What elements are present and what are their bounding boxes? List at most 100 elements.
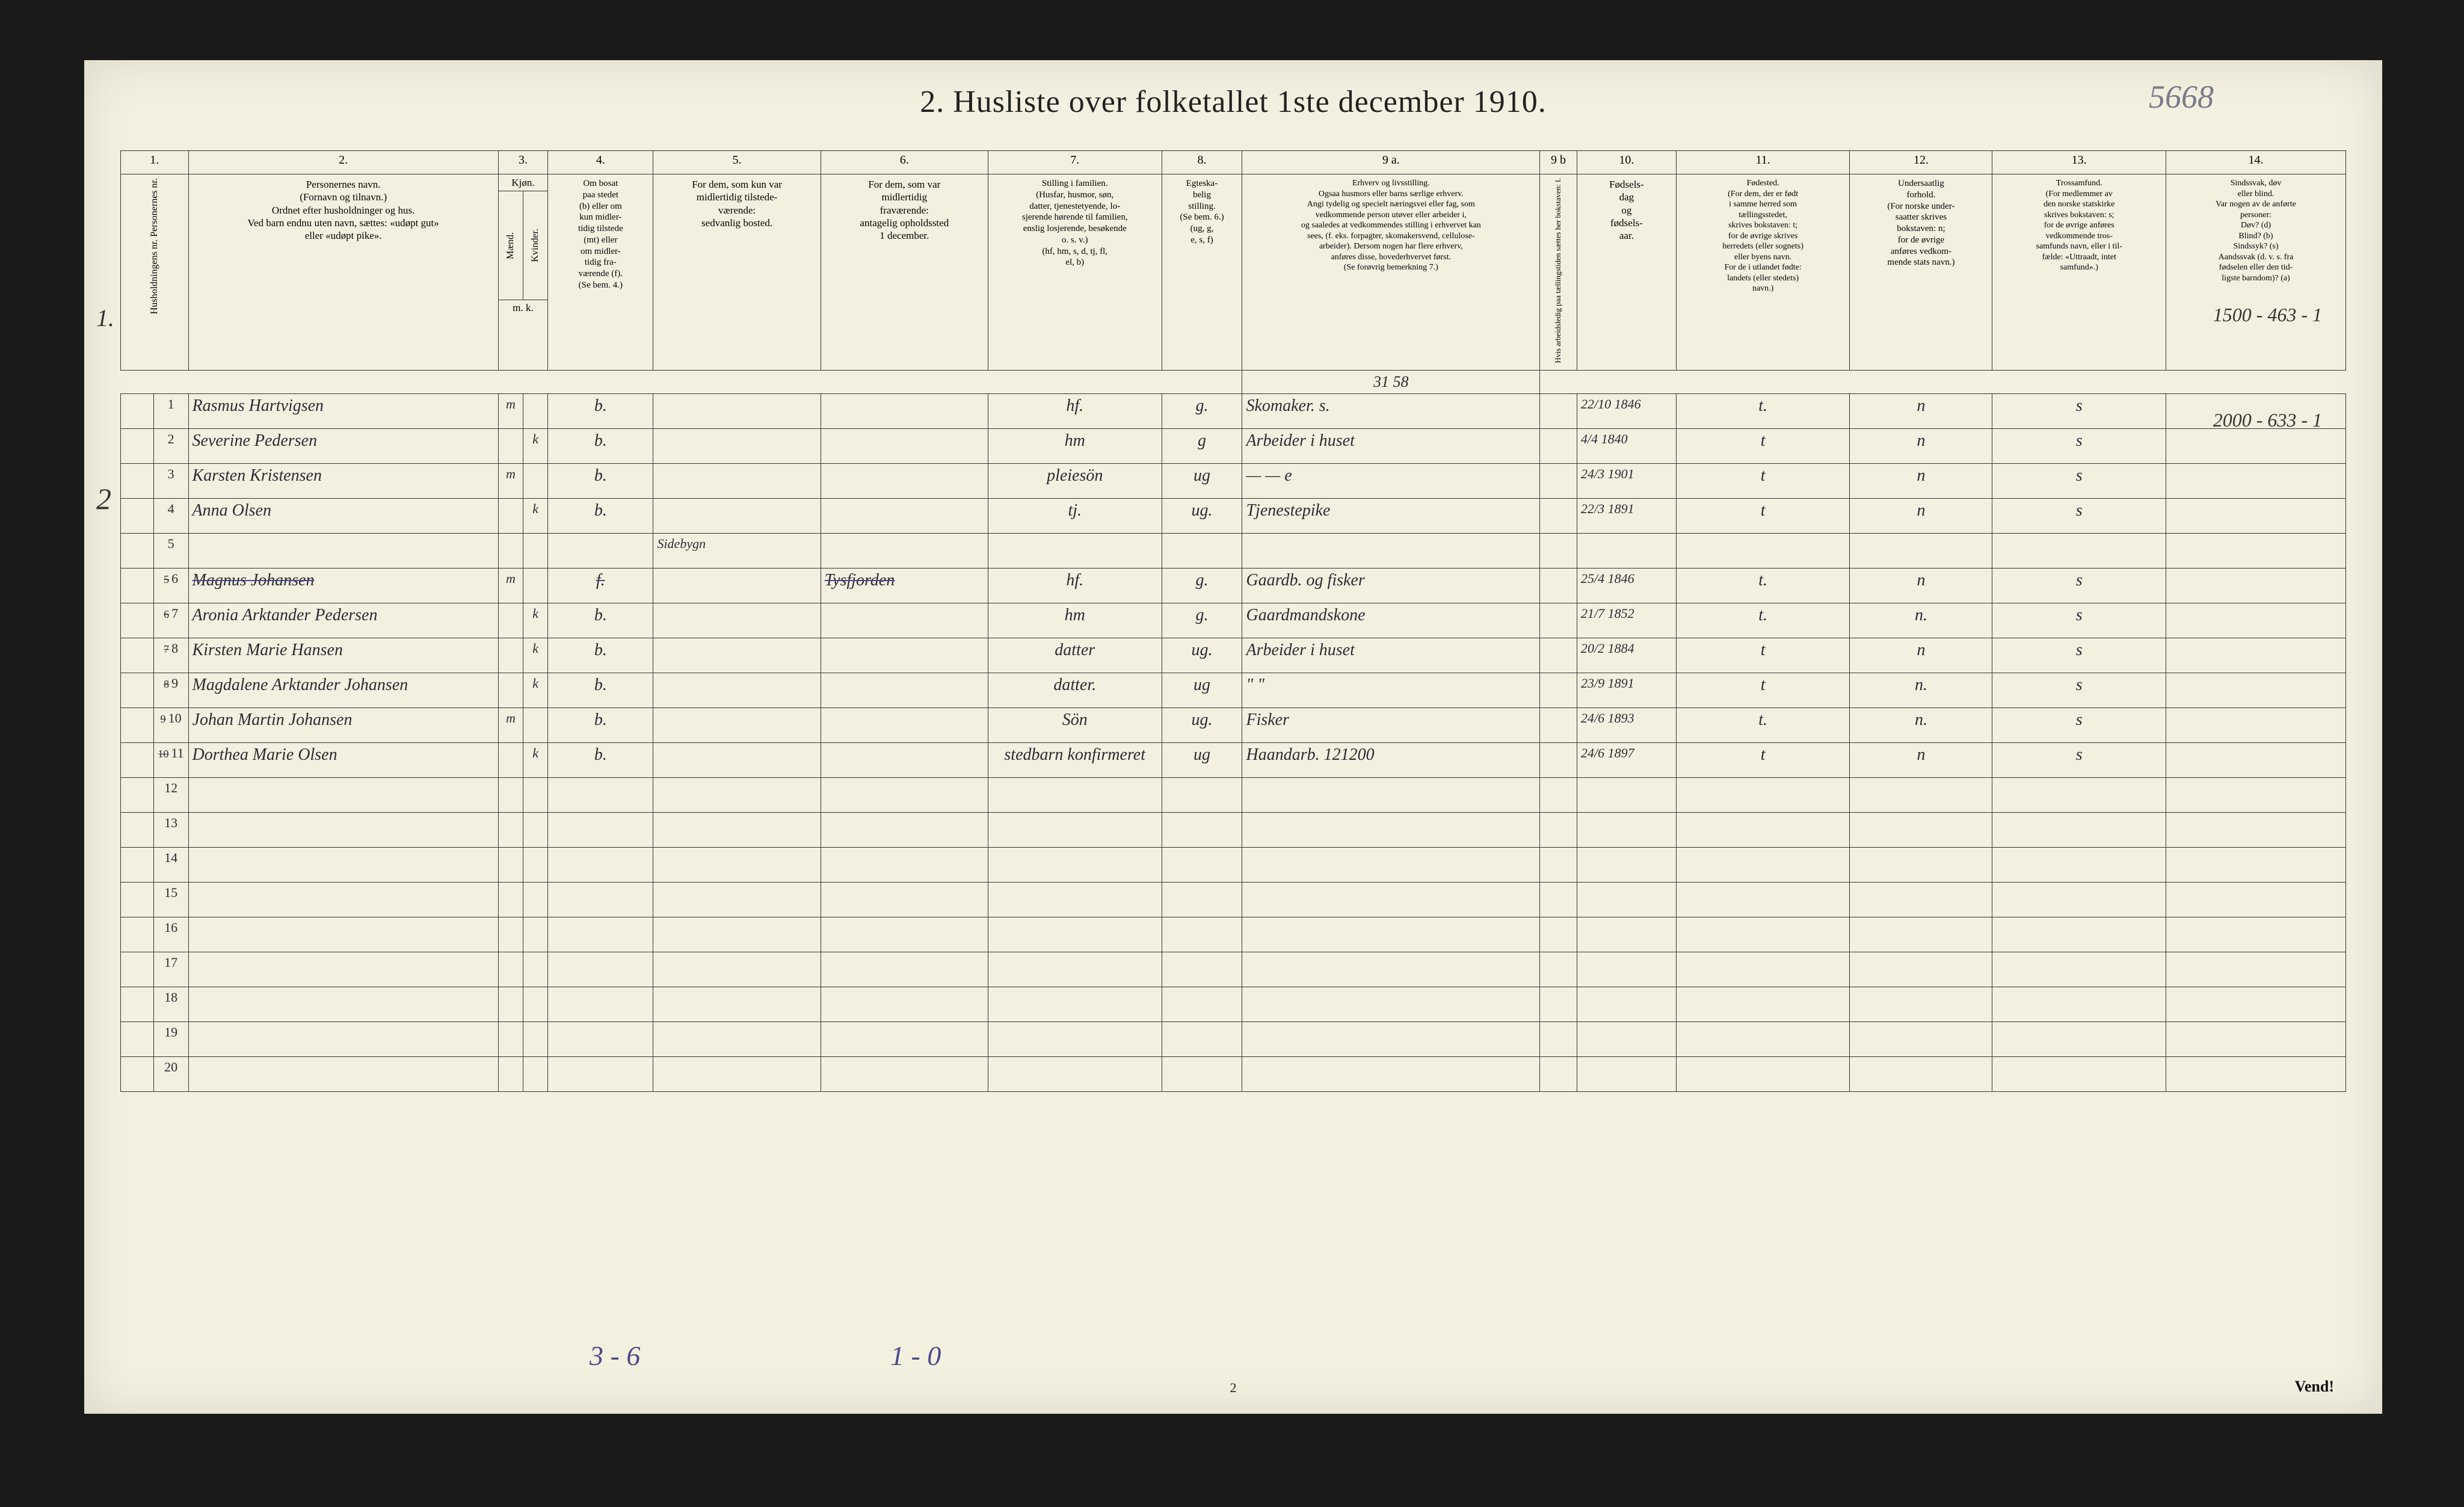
cell-sex-k: [523, 463, 548, 498]
cell-sex-m: m: [498, 707, 523, 742]
cell-sex-m: [498, 603, 523, 638]
cell-nationality: n.: [1850, 707, 1992, 742]
cell-sex-k: k: [523, 498, 548, 533]
cell-sex-m: m: [498, 393, 523, 428]
column-number-row: 1. 2. 3. 4. 5. 6. 7. 8. 9 a. 9 b 10. 11.…: [121, 151, 2346, 174]
cell-religion: s: [1992, 742, 2166, 777]
cell-c5: [653, 742, 821, 777]
vend-label: Vend!: [2294, 1378, 2334, 1396]
cell-9b: [1540, 533, 1577, 568]
cell-sex-k: [523, 393, 548, 428]
cell-disability: [2166, 673, 2346, 707]
cell-disability: [2166, 428, 2346, 463]
row-num: 1011: [153, 742, 188, 777]
cell-residence: b.: [548, 638, 653, 673]
table-row: 56Magnus Johansenmf.Tysfjordenhf.g.Gaard…: [121, 568, 2346, 603]
cell-birthdate: 24/6 1893: [1577, 707, 1676, 742]
cell-sex-k: k: [523, 638, 548, 673]
cell-birthdate: 24/6 1897: [1577, 742, 1676, 777]
cell-birthdate: 21/7 1852: [1577, 603, 1676, 638]
cell-name: Magnus Johansen: [188, 568, 498, 603]
cell-occupation: Tjenestepike: [1242, 498, 1540, 533]
household-num-1: 1.: [96, 304, 114, 332]
cell-c6: [821, 742, 988, 777]
cell-c6: [821, 707, 988, 742]
table-row-empty: 20: [121, 1056, 2346, 1091]
cell-religion: s: [1992, 393, 2166, 428]
cell-sex-k: [523, 568, 548, 603]
cell-religion: s: [1992, 603, 2166, 638]
row-num-left: [121, 393, 154, 428]
row-num: 4: [153, 498, 188, 533]
cell-9b: [1540, 673, 1577, 707]
row-num-left: [121, 463, 154, 498]
cell-marital: ug.: [1162, 498, 1242, 533]
cell-birthplace: t: [1676, 673, 1850, 707]
header-3: Kjøn. Mænd. Kvinder. m. k.: [498, 174, 547, 371]
row-num-left: [121, 707, 154, 742]
cell-occupation: Gaardb. og fisker: [1242, 568, 1540, 603]
cell-birthdate: [1577, 533, 1676, 568]
cell-residence: f.: [548, 568, 653, 603]
cell-nationality: n.: [1850, 673, 1992, 707]
table-row-empty: 13: [121, 812, 2346, 847]
cell-family-pos: hf.: [988, 568, 1162, 603]
bottom-annotation-mid: 1 - 0: [890, 1340, 941, 1372]
cell-c5: [653, 603, 821, 638]
cell-religion: s: [1992, 568, 2166, 603]
cell-9b: [1540, 428, 1577, 463]
table-row-empty: 16: [121, 917, 2346, 952]
row-num-left: [121, 498, 154, 533]
cell-c6: [821, 428, 988, 463]
cell-9b: [1540, 463, 1577, 498]
cell-nationality: n: [1850, 568, 1992, 603]
page-number: 2: [1230, 1380, 1237, 1396]
cell-9b: [1540, 393, 1577, 428]
row-num-left: [121, 568, 154, 603]
cell-residence: b.: [548, 393, 653, 428]
cell-religion: s: [1992, 707, 2166, 742]
header-4: Om bosat paa stedet (b) eller om kun mid…: [548, 174, 653, 371]
cell-marital: ug.: [1162, 707, 1242, 742]
cell-birthdate: 25/4 1846: [1577, 568, 1676, 603]
table-row-empty: 17: [121, 952, 2346, 987]
cell-disability: [2166, 533, 2346, 568]
cell-c5: [653, 707, 821, 742]
cell-sex-m: [498, 498, 523, 533]
cell-name: Magdalene Arktander Johansen: [188, 673, 498, 707]
cell-c6: [821, 638, 988, 673]
cell-birthdate: 24/3 1901: [1577, 463, 1676, 498]
cell-name: Aronia Arktander Pedersen: [188, 603, 498, 638]
col-num-14: 14.: [2166, 151, 2346, 174]
header-13: Trossamfund. (For medlemmer av den norsk…: [1992, 174, 2166, 371]
cell-c6: [821, 498, 988, 533]
cell-birthdate: 4/4 1840: [1577, 428, 1676, 463]
cell-occupation: Gaardmandskone: [1242, 603, 1540, 638]
cell-sex-m: [498, 533, 523, 568]
cell-birthplace: t.: [1676, 393, 1850, 428]
row-num: 3: [153, 463, 188, 498]
bottom-annotation-left: 3 - 6: [590, 1340, 640, 1372]
row-num: 18: [153, 987, 188, 1022]
cell-occupation: Haandarb. 121200: [1242, 742, 1540, 777]
census-page: 2. Husliste over folketallet 1ste decemb…: [84, 60, 2382, 1414]
col-num-13: 13.: [1992, 151, 2166, 174]
cell-residence: b.: [548, 673, 653, 707]
table-row-empty: 19: [121, 1022, 2346, 1056]
row-num-left: [121, 742, 154, 777]
header-10: Fødsels- dag og fødsels- aar.: [1577, 174, 1676, 371]
cell-marital: ug: [1162, 673, 1242, 707]
header-11: Fødested. (For dem, der er født i samme …: [1676, 174, 1850, 371]
cell-disability: [2166, 603, 2346, 638]
cell-c5: Sidebygn: [653, 533, 821, 568]
row-num: 1: [153, 393, 188, 428]
cell-c5: [653, 393, 821, 428]
cell-disability: [2166, 638, 2346, 673]
cell-name: Johan Martin Johansen: [188, 707, 498, 742]
cell-nationality: n: [1850, 463, 1992, 498]
table-row: 89Magdalene Arktander Johansenkb.datter.…: [121, 673, 2346, 707]
cell-residence: b.: [548, 498, 653, 533]
cell-9b: [1540, 742, 1577, 777]
cell-name: Karsten Kristensen: [188, 463, 498, 498]
cell-religion: [1992, 533, 2166, 568]
